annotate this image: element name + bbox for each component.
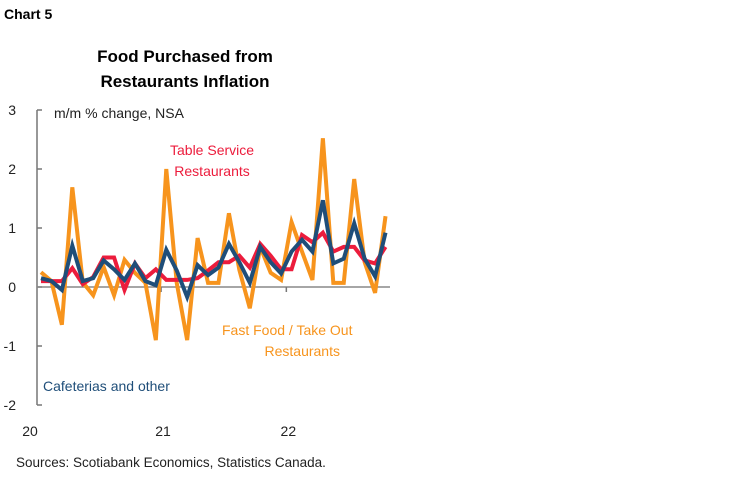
annotation-line: Restaurants	[174, 163, 250, 179]
y-axis-label: m/m % change, NSA	[54, 105, 184, 121]
chart-number-label: Chart 5	[4, 6, 53, 22]
annotation-fast-food: Fast Food / Take Out Restaurants	[222, 320, 352, 362]
series-line-cafeterias	[40, 199, 388, 303]
annotation-line: Restaurants	[264, 343, 340, 359]
y-tick-label: 1	[8, 220, 16, 236]
annotation-line: Table Service	[170, 142, 255, 158]
y-tick-label: -2	[4, 397, 17, 413]
source-note: Sources: Scotiabank Economics, Statistic…	[16, 455, 326, 470]
annotation-line: Fast Food / Take Out	[222, 322, 353, 338]
y-tick-label: 3	[8, 102, 16, 118]
y-tick-label: 0	[8, 279, 16, 295]
y-tick-label: -1	[4, 338, 17, 354]
annotation-table-service: Table Service Restaurants	[170, 140, 254, 182]
y-tick-label: 2	[8, 161, 16, 177]
x-tick-label: 20	[22, 423, 38, 439]
annotation-cafeterias: Cafeterias and other	[43, 378, 170, 394]
chart-title: Food Purchased from Restaurants Inflatio…	[97, 47, 273, 91]
x-tick-label: 22	[281, 423, 297, 439]
series-line-fast-food	[39, 138, 388, 341]
x-tick-label: 21	[155, 423, 171, 439]
